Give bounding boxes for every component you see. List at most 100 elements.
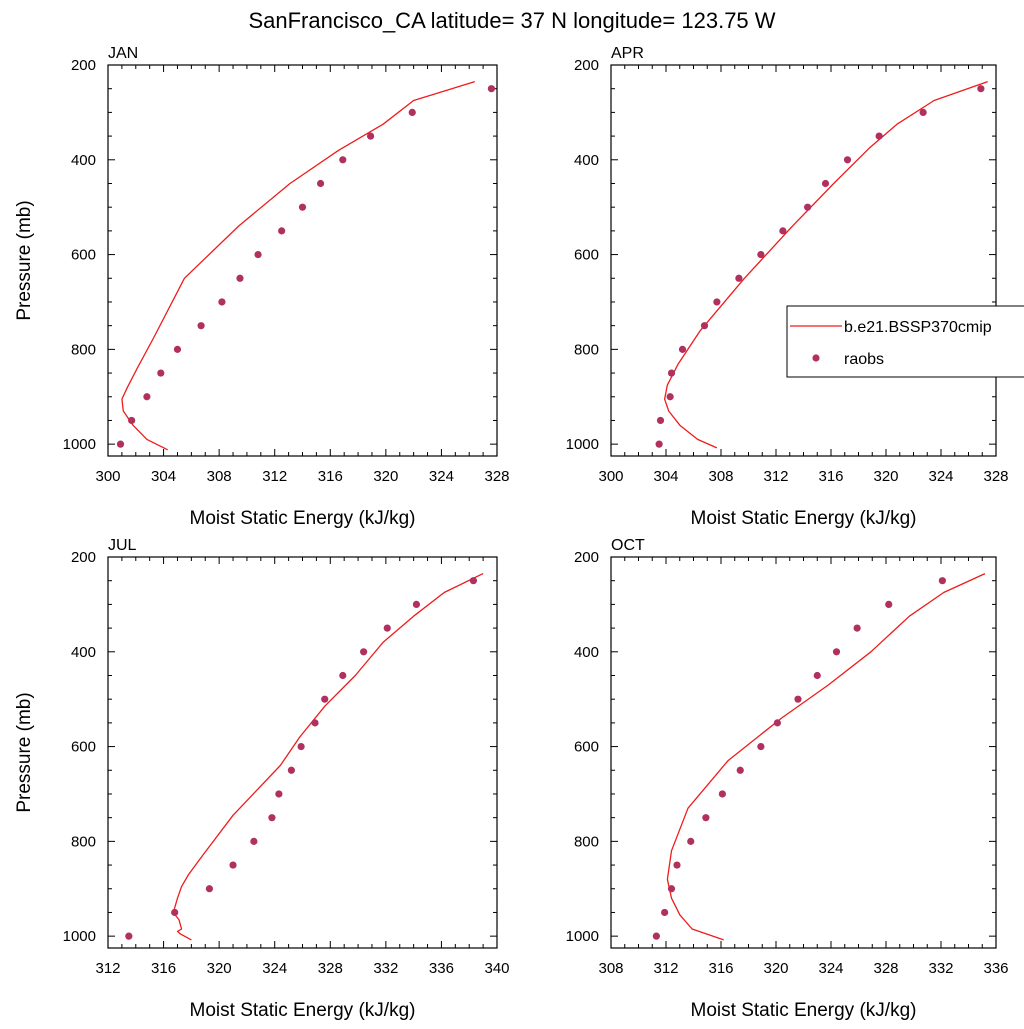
legend: b.e21.BSSP370cmip raobs	[786, 305, 1024, 378]
x-tick-label: 312	[763, 468, 788, 485]
obs-point	[143, 393, 151, 401]
obs-point	[875, 132, 883, 140]
panel-apr: APR 300 304 308 312 316 320 324 328 200 400 600 800 1…	[566, 45, 1009, 529]
obs-point	[652, 932, 660, 940]
x-axis-title: Moist Static Energy (kJ/kg)	[190, 508, 416, 529]
y-tick-label: 800	[71, 833, 96, 850]
obs-point	[173, 345, 182, 353]
x-tick-label: 304	[653, 468, 678, 485]
y-tick-label: 200	[71, 57, 96, 74]
obs-point	[298, 203, 307, 211]
x-tick-label: 300	[95, 468, 120, 485]
plot-frame	[107, 64, 498, 457]
y-tick-label: 1000	[63, 928, 96, 945]
obs-point	[268, 814, 276, 822]
obs-point	[197, 322, 205, 330]
obs-point	[408, 108, 416, 116]
x-tick-label: 316	[151, 960, 176, 977]
obs-point	[666, 393, 674, 401]
y-tick-label: 200	[71, 549, 96, 566]
obs-point	[687, 837, 695, 845]
x-tick-label: 320	[373, 468, 398, 485]
x-tick-label: 320	[873, 468, 898, 485]
legend-obs-marker	[812, 354, 820, 362]
legend-model-label: b.e21.BSSP370cmip	[844, 319, 992, 336]
panels: JAN 300 304 308 312 316 320 324 328 200 400 600 800 1…	[14, 45, 1009, 1021]
x-tick-label: 328	[873, 960, 898, 977]
y-axis-title: Pressure (mb)	[14, 200, 35, 320]
obs-point	[713, 298, 721, 306]
obs-point	[718, 790, 726, 798]
x-tick-label: 312	[95, 960, 120, 977]
y-tick-label: 600	[71, 739, 96, 756]
y-tick-label: 600	[71, 247, 96, 264]
obs-point	[773, 719, 781, 727]
obs-point	[287, 766, 295, 774]
obs-point	[157, 369, 165, 377]
obs-point	[678, 345, 687, 353]
obs-point	[735, 274, 743, 282]
obs-point	[278, 227, 286, 235]
panel-label: JAN	[108, 45, 138, 62]
panel-jan: JAN 300 304 308 312 316 320 324 328 200 400 600 800 1…	[14, 45, 510, 529]
x-tick-label: 328	[318, 960, 343, 977]
x-tick-label: 320	[763, 960, 788, 977]
y-axis-title: Pressure (mb)	[14, 692, 35, 812]
x-tick-label: 332	[373, 960, 398, 977]
x-tick-label: 340	[484, 960, 509, 977]
obs-point	[667, 369, 676, 377]
panel-label: OCT	[611, 537, 645, 554]
obs-point	[700, 322, 709, 330]
x-tick-label: 324	[818, 960, 843, 977]
obs-point	[321, 695, 329, 703]
x-tick-label: 316	[318, 468, 343, 485]
obs-point	[275, 790, 283, 798]
obs-point	[339, 671, 347, 680]
x-tick-label: 308	[708, 468, 733, 485]
x-tick-label: 332	[928, 960, 953, 977]
obs-point	[757, 742, 765, 751]
obs-point	[254, 250, 262, 259]
obs-point	[655, 440, 663, 448]
obs-point	[804, 203, 812, 211]
x-tick-label: 308	[207, 468, 232, 485]
obs-point	[821, 179, 830, 188]
obs-point	[736, 766, 744, 774]
obs-point	[383, 624, 391, 632]
obs-point	[779, 227, 787, 235]
y-tick-label: 400	[574, 644, 599, 661]
obs-point	[339, 156, 347, 164]
y-tick-label: 400	[574, 152, 599, 169]
obs-point	[205, 885, 214, 893]
obs-point	[656, 416, 665, 425]
y-tick-label: 400	[71, 644, 96, 661]
y-tick-label: 200	[574, 549, 599, 566]
obs-point	[843, 156, 852, 164]
x-axis-title: Moist Static Energy (kJ/kg)	[691, 508, 917, 529]
x-tick-label: 316	[708, 960, 733, 977]
x-tick-label: 312	[653, 960, 678, 977]
model-profile-line	[666, 573, 986, 941]
y-tick-label: 1000	[566, 436, 599, 453]
obs-point	[853, 624, 861, 632]
y-tick-label: 800	[71, 341, 96, 358]
obs-point	[316, 179, 325, 188]
y-tick-label: 800	[574, 833, 599, 850]
obs-point	[661, 908, 669, 917]
obs-point	[938, 577, 946, 585]
x-tick-label: 324	[928, 468, 953, 485]
obs-point	[832, 648, 841, 656]
x-tick-label: 324	[262, 960, 287, 977]
obs-point	[360, 648, 368, 656]
panel-label: JUL	[108, 537, 137, 554]
obs-point	[757, 250, 765, 259]
panel-label: APR	[611, 45, 644, 62]
obs-point	[297, 742, 305, 751]
y-tick-label: 1000	[63, 436, 96, 453]
obs-point	[250, 837, 258, 845]
obs-point	[487, 85, 496, 93]
x-tick-label: 312	[262, 468, 287, 485]
x-tick-label: 304	[151, 468, 176, 485]
